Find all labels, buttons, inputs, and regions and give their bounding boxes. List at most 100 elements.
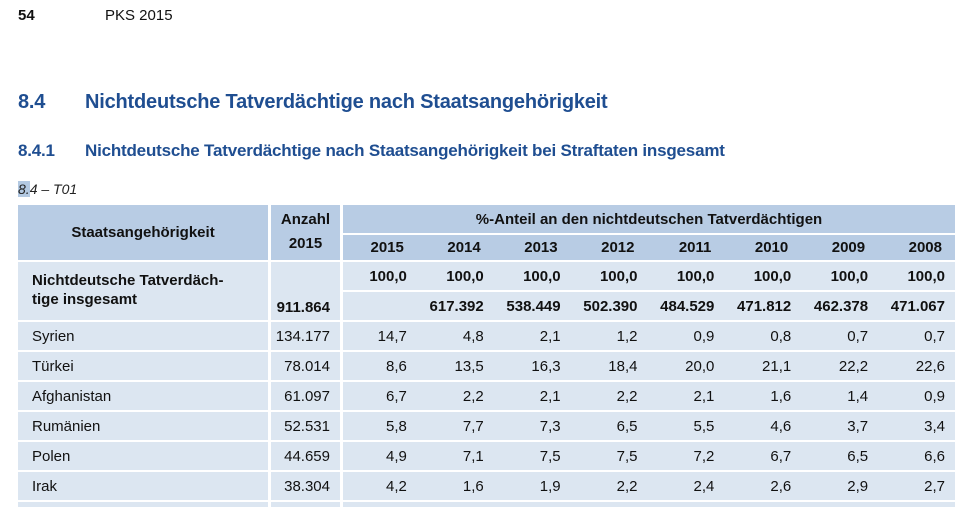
country-value: 14,7 xyxy=(340,322,417,350)
country-value: 4,9 xyxy=(340,442,417,470)
col-header-year: 2013 xyxy=(493,235,571,260)
country-value: 1,6 xyxy=(416,472,494,500)
country-value: 3,4 xyxy=(878,412,955,440)
country-value: 7,2 xyxy=(647,442,725,470)
country-value: 0,9 xyxy=(647,322,725,350)
col-header-anzahl-line1: Anzahl xyxy=(280,210,331,228)
statistics-table: Staatsangehörigkeit Anzahl 2015 %-Anteil… xyxy=(18,205,955,507)
total-row-label: Nichtdeutsche Tatverdäch- tige insgesamt xyxy=(18,262,268,320)
country-value: 7,7 xyxy=(416,412,494,440)
country-value: 7,5 xyxy=(493,442,571,470)
country-value: 4,6 xyxy=(724,412,802,440)
country-value: 0,7 xyxy=(878,322,955,350)
country-value: 20,0 xyxy=(647,352,725,380)
country-name: Polen xyxy=(18,442,268,470)
col-header-year: 2011 xyxy=(647,235,725,260)
total-absolute-cell: 471.812 xyxy=(724,292,802,320)
country-value: 2,4 xyxy=(647,472,725,500)
country-value: 2,1 xyxy=(493,382,571,410)
country-name: Syrien xyxy=(18,322,268,350)
section-title: Nichtdeutsche Tatverdächtige nach Staats… xyxy=(85,91,608,113)
total-percent-cell: 100,0 xyxy=(340,262,417,290)
country-name: Rumänien xyxy=(18,412,268,440)
total-absolute-cell: 462.378 xyxy=(801,292,879,320)
country-value: 2,6 xyxy=(724,472,802,500)
country-value: 2,2 xyxy=(570,382,648,410)
col-header-year: 2010 xyxy=(724,235,802,260)
country-value: 2,1 xyxy=(493,322,571,350)
country-anzahl: 38.304 xyxy=(268,472,340,500)
partial-row-cell xyxy=(18,502,268,507)
country-value: 1,6 xyxy=(724,382,802,410)
country-name: Irak xyxy=(18,472,268,500)
country-anzahl: 78.014 xyxy=(268,352,340,380)
total-absolute-cell: 538.449 xyxy=(493,292,571,320)
country-anzahl: 61.097 xyxy=(268,382,340,410)
country-value: 6,7 xyxy=(724,442,802,470)
country-anzahl: 44.659 xyxy=(268,442,340,470)
col-header-share: %-Anteil an den nichtdeutschen Tatverdäc… xyxy=(340,205,955,233)
country-value: 7,3 xyxy=(493,412,571,440)
country-value: 3,7 xyxy=(801,412,879,440)
total-percent-cell: 100,0 xyxy=(801,262,879,290)
total-percent-cell: 100,0 xyxy=(878,262,955,290)
country-value: 0,8 xyxy=(724,322,802,350)
col-header-year: 2014 xyxy=(416,235,494,260)
col-header-year: 2012 xyxy=(570,235,648,260)
col-header-year: 2009 xyxy=(801,235,879,260)
country-value: 0,9 xyxy=(878,382,955,410)
partial-row-cell xyxy=(340,502,955,507)
country-name: Türkei xyxy=(18,352,268,380)
total-percent-cell: 100,0 xyxy=(724,262,802,290)
country-value: 2,1 xyxy=(647,382,725,410)
section-number: 8.4 xyxy=(18,91,46,113)
total-absolute-cell: 617.392 xyxy=(416,292,494,320)
country-anzahl: 52.531 xyxy=(268,412,340,440)
country-value: 13,5 xyxy=(416,352,494,380)
total-percent-cell: 100,0 xyxy=(493,262,571,290)
subsection-number: 8.4.1 xyxy=(18,141,55,160)
partial-row-cell xyxy=(268,502,340,507)
country-value: 1,2 xyxy=(570,322,648,350)
country-anzahl: 134.177 xyxy=(268,322,340,350)
total-absolute-cell: 502.390 xyxy=(570,292,648,320)
country-value: 6,7 xyxy=(340,382,417,410)
country-value: 1,9 xyxy=(493,472,571,500)
table-reference-label: 8.4 – T01 xyxy=(18,181,77,197)
country-value: 6,5 xyxy=(801,442,879,470)
country-value: 2,2 xyxy=(570,472,648,500)
page-number: 54 xyxy=(18,7,35,24)
country-value: 1,4 xyxy=(801,382,879,410)
country-value: 7,5 xyxy=(570,442,648,470)
col-header-nationality: Staatsangehörigkeit xyxy=(18,205,268,260)
country-value: 0,7 xyxy=(801,322,879,350)
country-value: 4,8 xyxy=(416,322,494,350)
total-absolute-cell: 484.529 xyxy=(647,292,725,320)
total-absolute-cell xyxy=(340,292,417,320)
subsection-heading: 8.4.1 Nichtdeutsche Tatverdächtige nach … xyxy=(18,141,725,161)
total-absolute-cell: 471.067 xyxy=(878,292,955,320)
country-value: 22,6 xyxy=(878,352,955,380)
country-value: 22,2 xyxy=(801,352,879,380)
country-value: 4,2 xyxy=(340,472,417,500)
country-value: 6,5 xyxy=(570,412,648,440)
total-percent-cell: 100,0 xyxy=(647,262,725,290)
col-header-year: 2008 xyxy=(878,235,955,260)
country-value: 2,7 xyxy=(878,472,955,500)
country-value: 21,1 xyxy=(724,352,802,380)
total-percent-cell: 100,0 xyxy=(416,262,494,290)
col-header-anzahl-line2: 2015 xyxy=(288,235,323,253)
country-value: 18,4 xyxy=(570,352,648,380)
report-title: PKS 2015 xyxy=(105,7,173,24)
total-percent-cell: 100,0 xyxy=(570,262,648,290)
col-header-anzahl: Anzahl 2015 xyxy=(268,205,340,260)
subsection-title: Nichtdeutsche Tatverdächtige nach Staats… xyxy=(85,141,725,160)
total-row-anzahl: 911.864 xyxy=(268,262,340,320)
col-header-year: 2015 xyxy=(340,235,417,260)
country-value: 7,1 xyxy=(416,442,494,470)
country-value: 6,6 xyxy=(878,442,955,470)
country-value: 2,2 xyxy=(416,382,494,410)
section-heading: 8.4 Nichtdeutsche Tatverdächtige nach St… xyxy=(18,91,608,114)
table-reference-rest: 4 – T01 xyxy=(29,181,78,197)
table-reference-highlight: 8. xyxy=(18,181,30,197)
